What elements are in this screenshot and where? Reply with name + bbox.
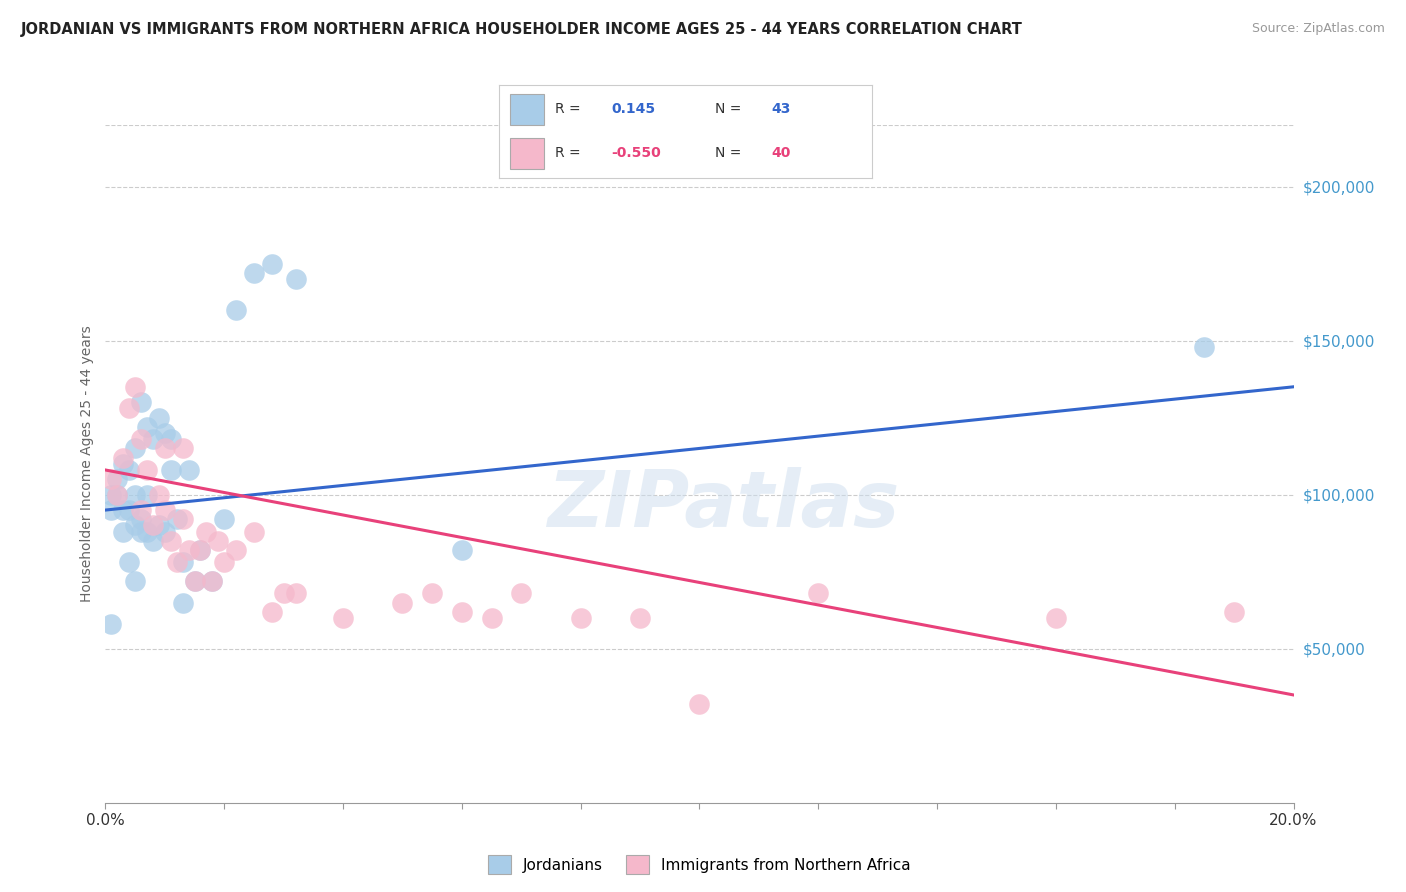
- Point: [201, 574, 224, 588]
- Point: [628, 611, 651, 625]
- Point: [148, 410, 170, 425]
- Point: [569, 611, 592, 625]
- Point: [190, 543, 212, 558]
- Point: [172, 512, 194, 526]
- Point: [166, 512, 188, 526]
- Point: [112, 503, 135, 517]
- FancyBboxPatch shape: [510, 138, 544, 169]
- Point: [129, 503, 152, 517]
- Point: [105, 488, 128, 502]
- Point: [118, 503, 141, 517]
- Text: 0.145: 0.145: [612, 102, 655, 116]
- Point: [142, 432, 165, 446]
- Point: [159, 533, 181, 548]
- Point: [100, 617, 122, 632]
- Point: [129, 512, 152, 526]
- Point: [100, 503, 122, 517]
- Point: [112, 524, 135, 539]
- Point: [450, 605, 472, 619]
- Point: [112, 457, 135, 471]
- Point: [129, 524, 152, 539]
- Point: [225, 302, 247, 317]
- Point: [124, 380, 146, 394]
- Text: 43: 43: [770, 102, 790, 116]
- Point: [190, 543, 212, 558]
- Point: [136, 488, 159, 502]
- Point: [172, 556, 194, 570]
- Point: [136, 420, 159, 434]
- Point: [105, 488, 128, 502]
- Point: [105, 472, 128, 486]
- Point: [118, 463, 141, 477]
- Point: [214, 512, 236, 526]
- Point: [118, 556, 141, 570]
- Point: [807, 586, 830, 600]
- Point: [284, 272, 307, 286]
- Point: [136, 463, 159, 477]
- Y-axis label: Householder Income Ages 25 - 44 years: Householder Income Ages 25 - 44 years: [80, 326, 94, 602]
- Point: [124, 574, 146, 588]
- Text: ZIPatlas: ZIPatlas: [547, 467, 900, 542]
- Text: 40: 40: [770, 146, 790, 160]
- Text: JORDANIAN VS IMMIGRANTS FROM NORTHERN AFRICA HOUSEHOLDER INCOME AGES 25 - 44 YEA: JORDANIAN VS IMMIGRANTS FROM NORTHERN AF…: [21, 22, 1024, 37]
- Point: [273, 586, 295, 600]
- Point: [148, 518, 170, 533]
- Text: R =: R =: [555, 102, 581, 116]
- Point: [100, 472, 122, 486]
- Legend: Jordanians, Immigrants from Northern Africa: Jordanians, Immigrants from Northern Afr…: [482, 849, 917, 880]
- Point: [153, 524, 176, 539]
- Point: [172, 595, 194, 609]
- Point: [332, 611, 354, 625]
- Point: [1194, 340, 1216, 354]
- Point: [136, 524, 159, 539]
- Point: [124, 518, 146, 533]
- Point: [153, 442, 176, 456]
- Point: [450, 543, 472, 558]
- Point: [118, 401, 141, 416]
- Point: [481, 611, 503, 625]
- Point: [1223, 605, 1246, 619]
- Point: [124, 442, 146, 456]
- Point: [243, 524, 266, 539]
- Point: [129, 395, 152, 409]
- Point: [183, 574, 205, 588]
- Point: [284, 586, 307, 600]
- Point: [177, 543, 200, 558]
- Text: R =: R =: [555, 146, 581, 160]
- Point: [166, 556, 188, 570]
- FancyBboxPatch shape: [510, 95, 544, 125]
- Point: [148, 488, 170, 502]
- Point: [153, 425, 176, 440]
- Point: [225, 543, 247, 558]
- Point: [689, 697, 711, 711]
- Point: [391, 595, 413, 609]
- Text: -0.550: -0.550: [612, 146, 661, 160]
- Point: [260, 256, 283, 270]
- Point: [129, 432, 152, 446]
- Point: [183, 574, 205, 588]
- Point: [159, 463, 181, 477]
- Point: [142, 533, 165, 548]
- Point: [1045, 611, 1067, 625]
- Point: [159, 432, 181, 446]
- Point: [243, 266, 266, 280]
- Point: [172, 442, 194, 456]
- Point: [201, 574, 224, 588]
- Point: [207, 533, 229, 548]
- Text: N =: N =: [716, 146, 741, 160]
- Point: [153, 503, 176, 517]
- Text: N =: N =: [716, 102, 741, 116]
- Text: Source: ZipAtlas.com: Source: ZipAtlas.com: [1251, 22, 1385, 36]
- Point: [510, 586, 533, 600]
- Point: [100, 488, 122, 502]
- Point: [112, 450, 135, 465]
- Point: [177, 463, 200, 477]
- Point: [195, 524, 218, 539]
- Point: [124, 488, 146, 502]
- Point: [260, 605, 283, 619]
- Point: [214, 556, 236, 570]
- Point: [142, 518, 165, 533]
- Point: [420, 586, 443, 600]
